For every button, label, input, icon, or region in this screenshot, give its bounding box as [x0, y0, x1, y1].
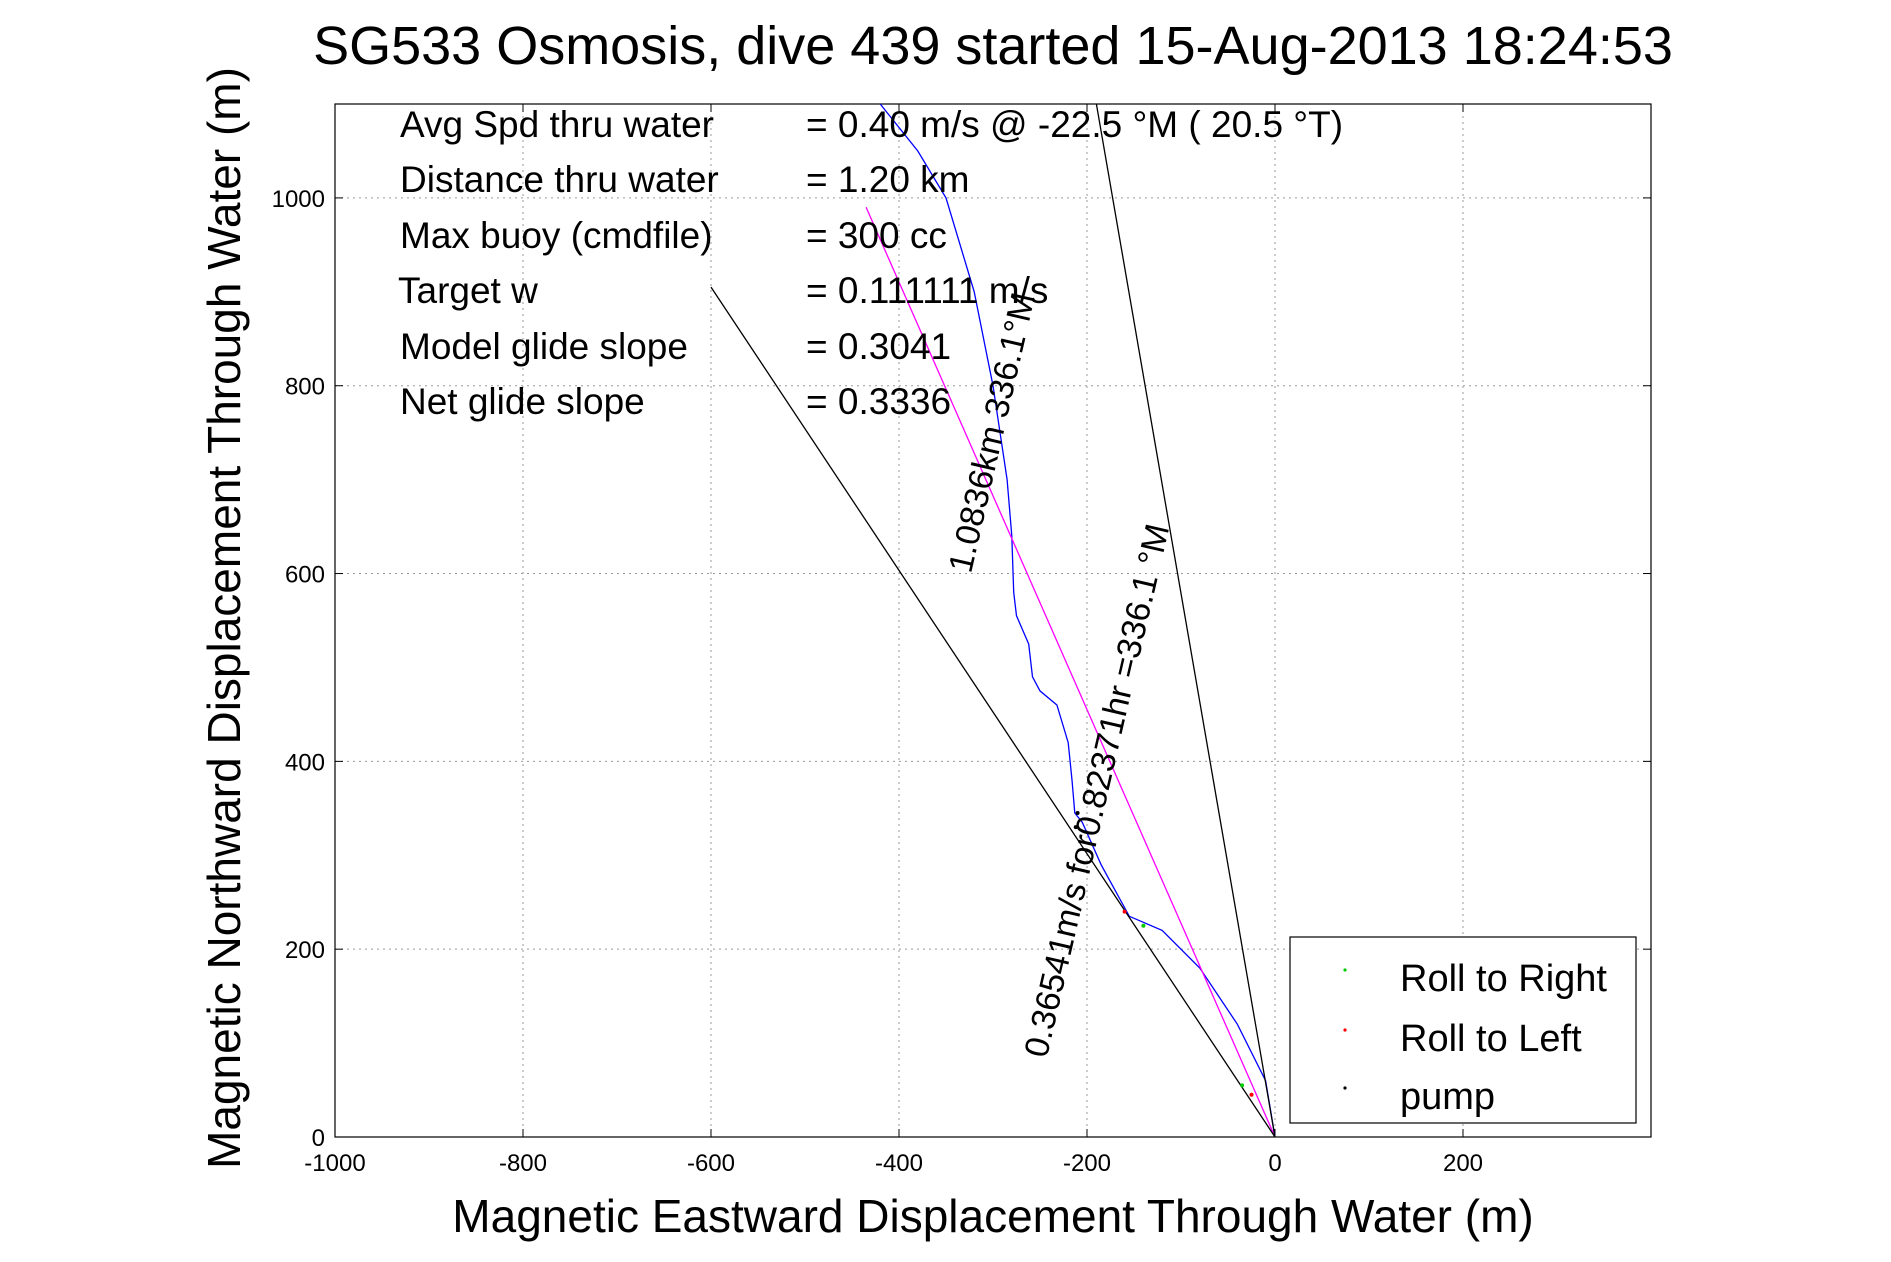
point-pump [1075, 811, 1080, 816]
legend-label-roll-right: Roll to Right [1400, 958, 1607, 1000]
x-tick-label: 200 [1443, 1150, 1483, 1177]
x-tick-label: -600 [687, 1150, 735, 1177]
point-roll-to-right [1240, 1083, 1245, 1088]
series-line-3 [710, 286, 1276, 1138]
info-label: Distance thru water [400, 159, 719, 200]
axes-ticks: -1000 -800 -600 -400 -200 0 200 0 200 400 600 800 10… [272, 104, 1651, 1177]
y-tick-label: 600 [285, 562, 325, 589]
info-value: = 0.111111 m/s [806, 270, 1048, 311]
series-line-2 [1095, 103, 1276, 1138]
info-label: Avg Spd thru water [400, 104, 714, 145]
x-tick-label: -800 [499, 1150, 547, 1177]
x-tick-label: 0 [1268, 1150, 1281, 1177]
y-tick-label: 1000 [272, 186, 325, 213]
legend-label-pump: pump [1400, 1076, 1495, 1118]
y-tick-label: 800 [285, 374, 325, 401]
y-tick-label: 0 [312, 1125, 325, 1152]
chart-title: SG533 Osmosis, dive 439 started 15-Aug-2… [313, 16, 1673, 76]
x-tick-label: -1000 [304, 1150, 365, 1177]
info-label: Model glide slope [400, 326, 688, 367]
legend-marker-pump [1343, 1086, 1347, 1090]
y-tick-label: 200 [285, 937, 325, 964]
info-label: Max buoy (cmdfile) [400, 215, 713, 256]
y-axis-label: Magnetic Northward Displacement Through … [198, 67, 250, 1169]
info-block: Avg Spd thru water = 0.40 m/s @ -22.5 °M… [398, 104, 1343, 422]
info-label: Target w [398, 270, 538, 311]
plot-area-frame [334, 103, 1652, 1138]
x-tick-label: -400 [875, 1150, 923, 1177]
legend-marker-roll-left [1343, 1028, 1347, 1032]
x-tick-label: -200 [1063, 1150, 1111, 1177]
series-line-1 [865, 207, 1276, 1138]
info-value: = 300 cc [806, 215, 947, 256]
y-tick-label: 400 [285, 749, 325, 776]
point-roll-to-left [1249, 1092, 1254, 1097]
series-line-0 [879, 103, 1276, 1138]
info-value: = 0.40 m/s @ -22.5 °M ( 20.5 °T) [806, 104, 1343, 145]
x-axis-label: Magnetic Eastward Displacement Through W… [452, 1190, 1533, 1242]
info-value: = 0.3041 [806, 326, 951, 367]
point-roll-to-right [1141, 923, 1146, 928]
legend-label-roll-left: Roll to Left [1400, 1018, 1582, 1060]
legend-marker-roll-right [1343, 968, 1347, 972]
point-pump [1073, 825, 1078, 830]
info-value: = 1.20 km [806, 159, 970, 200]
legend: Roll to Right Roll to Left pump [1289, 936, 1637, 1124]
info-value: = 0.3336 [806, 381, 951, 422]
point-layer [1073, 811, 1254, 1097]
legend-box [1289, 936, 1637, 1124]
point-roll-to-left [1122, 909, 1127, 914]
info-label: Net glide slope [400, 381, 645, 422]
series-layer [710, 103, 1276, 1138]
